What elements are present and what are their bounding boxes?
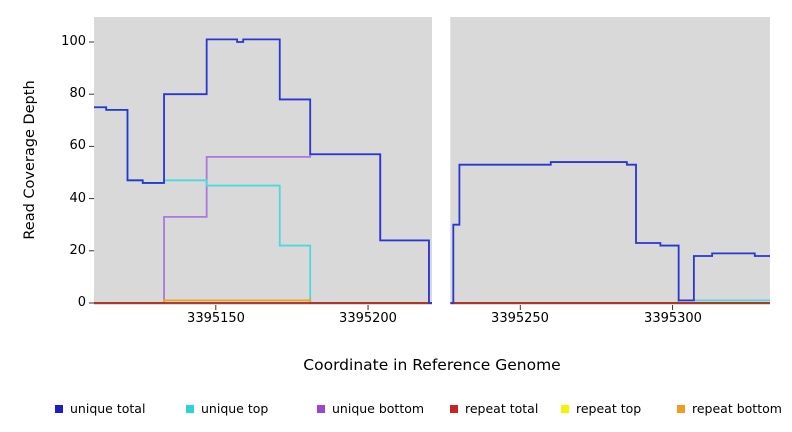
x-tick-label: 3395300 — [644, 311, 702, 326]
legend-label: repeat total — [465, 401, 539, 416]
legend-label: unique top — [201, 401, 269, 416]
legend-label: repeat bottom — [692, 401, 782, 416]
legend-marker-repeat-top — [561, 404, 569, 413]
legend-marker-repeat-total — [450, 404, 458, 413]
legend-item-repeat-bottom: repeat bottom — [677, 401, 782, 416]
y-tick-label: 60 — [69, 138, 86, 153]
legend-label: unique total — [70, 401, 146, 416]
legend-marker-repeat-bottom — [677, 404, 685, 413]
legend-item-repeat-top: repeat top — [561, 401, 641, 416]
legend-label: repeat top — [576, 401, 642, 416]
x-tick-label: 3395200 — [339, 311, 397, 326]
legend-item-repeat-total: repeat total — [450, 401, 538, 416]
x-tick-label: 3395150 — [187, 311, 245, 326]
legend-item-unique-total: unique total — [55, 401, 145, 416]
y-tick-label: 20 — [69, 243, 86, 258]
legend-item-unique-top: unique top — [186, 401, 268, 416]
y-tick-label: 80 — [69, 86, 86, 101]
legend-marker-unique-bottom — [317, 404, 325, 413]
legend-marker-unique-top — [186, 404, 194, 413]
legend-item-unique-bottom: unique bottom — [317, 401, 424, 416]
y-tick-label: 40 — [69, 191, 86, 206]
x-axis-title: Coordinate in Reference Genome — [303, 356, 561, 374]
x-tick-label: 3395250 — [491, 311, 549, 326]
y-tick-label: 0 — [77, 295, 86, 310]
legend-label: unique bottom — [332, 401, 425, 416]
y-tick-label: 100 — [61, 34, 86, 49]
y-axis-title: Read Coverage Depth — [22, 80, 38, 240]
legend-marker-unique-total — [55, 404, 63, 413]
